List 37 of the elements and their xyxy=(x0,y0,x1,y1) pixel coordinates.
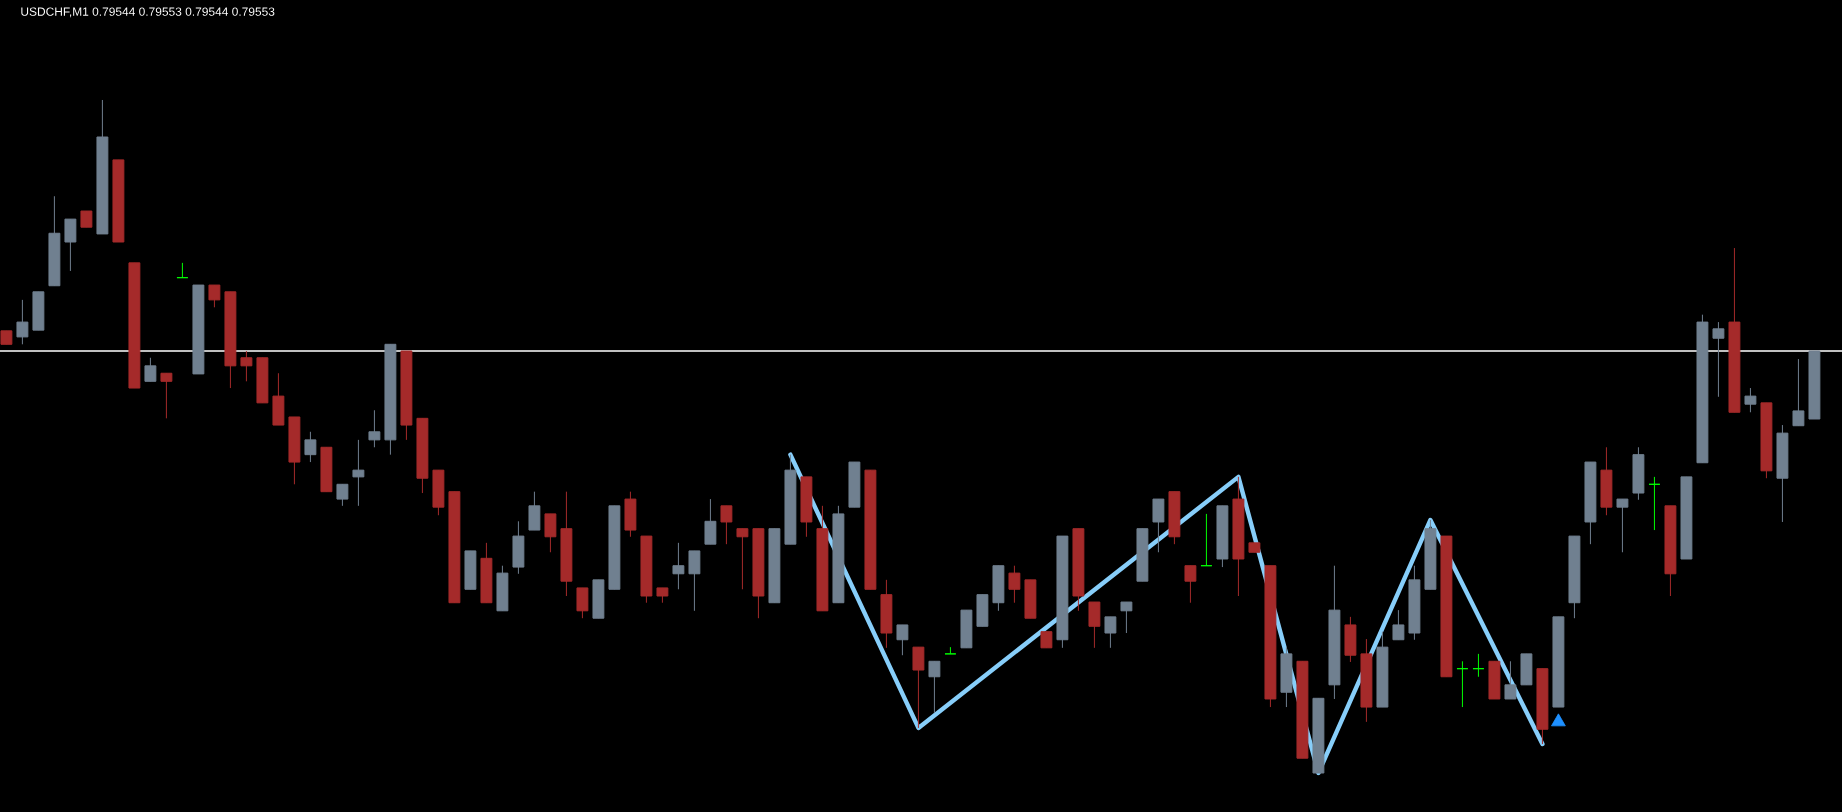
candlestick xyxy=(1152,498,1165,553)
chart-title: USDCHF,M1 0.79544 0.79553 0.79544 0.79553 xyxy=(21,7,275,18)
candlestick xyxy=(1120,601,1133,634)
candlestick xyxy=(144,357,157,382)
candlestick xyxy=(1008,565,1021,604)
candlestick xyxy=(176,262,189,279)
candlestick xyxy=(720,505,733,545)
candlestick xyxy=(368,409,381,448)
candlestick xyxy=(704,498,717,545)
candlestick xyxy=(912,646,925,729)
candlestick xyxy=(688,550,701,612)
candlestick xyxy=(672,542,685,590)
candlestick xyxy=(1456,660,1469,708)
candlestick xyxy=(1744,387,1757,413)
candlestick xyxy=(736,528,749,590)
candlestick xyxy=(1648,476,1661,531)
candlestick xyxy=(1792,358,1805,427)
candlestick xyxy=(1712,321,1725,398)
candlestick xyxy=(240,350,253,382)
candlestick xyxy=(1392,609,1405,641)
candlestick xyxy=(160,372,173,419)
candlestick xyxy=(208,284,221,308)
candlestick xyxy=(544,513,557,553)
candlestick xyxy=(928,660,941,714)
candlestick xyxy=(1616,498,1629,553)
candlestick xyxy=(1472,653,1485,678)
candlestick xyxy=(1504,660,1517,700)
candlestick xyxy=(352,439,365,507)
candlestick xyxy=(64,218,77,272)
candlestick xyxy=(896,624,909,656)
candlestick xyxy=(336,483,349,507)
candlestick xyxy=(304,431,317,463)
candlestick xyxy=(16,299,29,345)
candlestick xyxy=(1104,616,1117,649)
candlestick xyxy=(1200,513,1213,567)
candlestick xyxy=(576,587,589,619)
candlestick xyxy=(1184,565,1197,604)
